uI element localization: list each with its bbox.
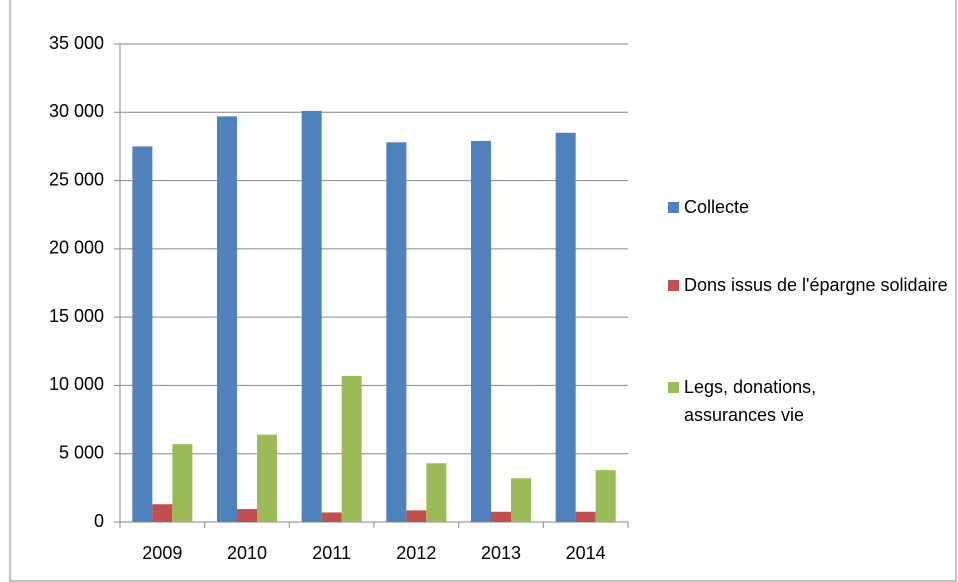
legend-entry: Legs, donations, assurances vie (668, 373, 948, 429)
y-tick-label: 10 000 (49, 374, 104, 394)
y-tick-label: 25 000 (49, 169, 104, 189)
y-tick-label: 15 000 (49, 306, 104, 326)
bar (575, 511, 596, 522)
legend-swatch (668, 202, 679, 213)
bar (341, 375, 362, 522)
bar (595, 470, 616, 522)
bar (152, 504, 173, 522)
y-tick-label: 5 000 (59, 442, 104, 462)
bar (237, 509, 257, 522)
legend-entry: Collecte (668, 193, 948, 221)
bar (511, 478, 531, 522)
legend-label: Legs, donations, assurances vie (684, 377, 817, 425)
x-tick-label: 2010 (227, 543, 267, 563)
bar (426, 463, 447, 522)
x-tick-label: 2014 (566, 543, 606, 563)
bar (386, 142, 407, 522)
x-tick-label: 2011 (312, 543, 351, 563)
legend-swatch (668, 382, 679, 393)
legend-label: Collecte (684, 197, 750, 217)
bar (406, 510, 427, 522)
y-tick-label: 0 (94, 511, 104, 531)
y-tick-label: 30 000 (49, 101, 104, 121)
bar (555, 132, 576, 522)
bar (257, 434, 277, 522)
x-tick-label: 2013 (481, 543, 521, 563)
bar (301, 110, 322, 523)
legend-label: Dons issus de l'épargne solidaire (684, 275, 948, 295)
bar (471, 140, 491, 523)
y-tick-label: 35 000 (49, 33, 104, 53)
bar (172, 444, 193, 522)
bar (321, 512, 342, 522)
bar (491, 511, 511, 522)
bar (217, 116, 237, 522)
x-tick-label: 2009 (142, 543, 182, 563)
bar (132, 146, 153, 522)
y-tick-label: 20 000 (49, 238, 104, 258)
legend-entry: Dons issus de l'épargne solidaire (668, 271, 948, 299)
chart-border (9, 0, 957, 582)
x-tick-label: 2012 (396, 543, 436, 563)
legend-swatch (668, 280, 679, 291)
